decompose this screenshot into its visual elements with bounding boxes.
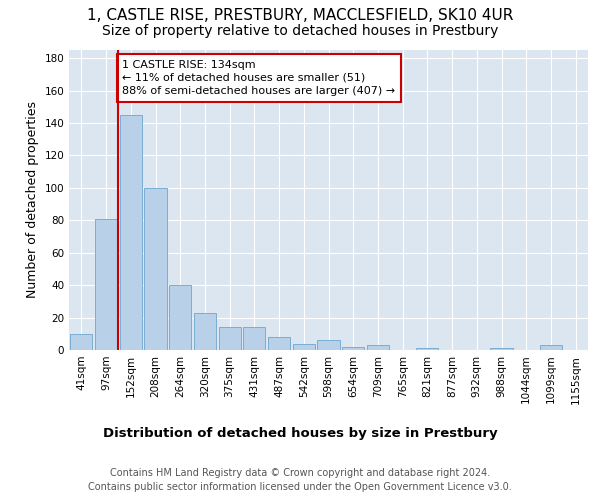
Text: 1, CASTLE RISE, PRESTBURY, MACCLESFIELD, SK10 4UR: 1, CASTLE RISE, PRESTBURY, MACCLESFIELD,…	[87, 8, 513, 22]
Bar	[119, 115, 142, 350]
Bar	[145, 188, 167, 350]
Y-axis label: Number of detached properties: Number of detached properties	[26, 102, 39, 298]
Bar	[95, 218, 117, 350]
Text: 1 CASTLE RISE: 134sqm
← 11% of detached houses are smaller (51)
88% of semi-deta: 1 CASTLE RISE: 134sqm ← 11% of detached …	[122, 60, 395, 96]
Text: Distribution of detached houses by size in Prestbury: Distribution of detached houses by size …	[103, 428, 497, 440]
Bar	[317, 340, 340, 350]
Bar	[293, 344, 315, 350]
Bar	[342, 347, 364, 350]
Text: Contains HM Land Registry data © Crown copyright and database right 2024.
Contai: Contains HM Land Registry data © Crown c…	[88, 468, 512, 492]
Bar	[218, 328, 241, 350]
Bar	[540, 345, 562, 350]
Bar	[194, 312, 216, 350]
Bar	[490, 348, 512, 350]
Bar	[169, 285, 191, 350]
Bar	[243, 328, 265, 350]
Bar	[70, 334, 92, 350]
Text: Size of property relative to detached houses in Prestbury: Size of property relative to detached ho…	[102, 24, 498, 38]
Bar	[367, 345, 389, 350]
Bar	[268, 337, 290, 350]
Bar	[416, 348, 439, 350]
